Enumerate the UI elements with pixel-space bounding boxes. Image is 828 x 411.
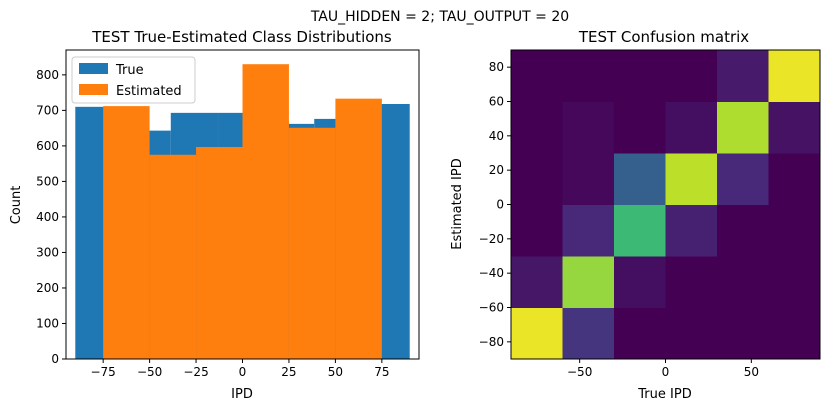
x-tick-label: 50 — [744, 365, 759, 379]
legend-swatch-true — [79, 63, 108, 74]
x-tick-label: −50 — [567, 365, 592, 379]
confusion-cell — [614, 101, 666, 154]
histogram-y-label: Count — [9, 186, 24, 225]
y-tick-label: 400 — [36, 210, 59, 224]
confusion-cell — [511, 50, 563, 102]
confusion-cell — [511, 101, 563, 154]
y-tick-label: −20 — [479, 232, 504, 246]
confusion-cell — [665, 256, 718, 308]
histogram-x-label: IPD — [231, 387, 253, 402]
confusion-cell — [511, 153, 563, 205]
confusion-cell — [614, 153, 666, 205]
y-tick-label: 800 — [36, 68, 59, 82]
confusion-cell — [562, 204, 615, 257]
x-tick-label: −75 — [90, 365, 115, 379]
y-tick-label: 60 — [489, 95, 504, 109]
confusion-x-ticks: −50 0 50 — [567, 359, 759, 379]
x-tick-label: 75 — [374, 365, 389, 379]
confusion-cell — [614, 50, 666, 102]
estimated-series-bars — [103, 64, 382, 359]
histogram-x-ticks: −75 −50 −25 0 25 50 75 — [90, 359, 389, 379]
confusion-cell — [511, 204, 563, 257]
legend-label-true: True — [115, 63, 144, 78]
confusion-y-label: Estimated IPD — [450, 158, 465, 250]
confusion-cell — [614, 307, 666, 360]
y-tick-label: 300 — [36, 245, 59, 259]
confusion-cell — [717, 50, 769, 102]
estimated-bar-3 — [242, 64, 289, 359]
confusion-cell — [665, 153, 718, 205]
x-tick-label: 25 — [281, 365, 296, 379]
histogram-title: TEST True-Estimated Class Distributions — [91, 28, 392, 46]
x-tick-label: 50 — [328, 365, 343, 379]
confusion-cell — [768, 256, 821, 308]
x-tick-label: 0 — [239, 365, 247, 379]
estimated-bar-1 — [149, 154, 197, 359]
y-tick-label: 100 — [36, 316, 59, 330]
confusion-cell — [665, 307, 718, 360]
y-tick-label: −40 — [479, 266, 504, 280]
confusion-x-label: True IPD — [637, 387, 691, 402]
confusion-cell — [562, 153, 615, 205]
confusion-cell — [768, 101, 821, 154]
confusion-cell — [665, 101, 718, 154]
y-tick-label: 20 — [489, 163, 504, 177]
y-tick-label: −60 — [479, 301, 504, 315]
confusion-cell — [562, 101, 615, 154]
confusion-cell — [614, 204, 666, 257]
confusion-cell — [562, 50, 615, 102]
y-tick-label: 0 — [496, 198, 504, 212]
confusion-y-ticks: −80 −60 −40 −20 0 20 40 60 80 — [479, 60, 511, 349]
confusion-cell — [614, 256, 666, 308]
confusion-cell — [768, 153, 821, 205]
legend-label-estimated: Estimated — [116, 84, 182, 99]
y-tick-label: 40 — [489, 129, 504, 143]
estimated-bar-4 — [288, 127, 336, 359]
y-tick-label: −80 — [479, 335, 504, 349]
confusion-cell — [665, 204, 718, 257]
estimated-bar-5 — [335, 98, 382, 359]
confusion-cell — [717, 256, 769, 308]
y-tick-label: 80 — [489, 60, 504, 74]
y-tick-label: 700 — [36, 103, 59, 117]
estimated-bar-2 — [196, 146, 243, 359]
confusion-matrix-cells — [511, 50, 821, 360]
confusion-cell — [768, 50, 821, 102]
x-tick-label: −50 — [137, 365, 162, 379]
confusion-title: TEST Confusion matrix — [578, 28, 749, 46]
legend-swatch-estimated — [79, 84, 108, 95]
confusion-cell — [768, 204, 821, 257]
confusion-cell — [717, 204, 769, 257]
histogram-y-ticks: 0 100 200 300 400 500 600 700 800 — [36, 68, 66, 366]
estimated-bar-0 — [103, 106, 150, 359]
confusion-cell — [717, 101, 769, 154]
confusion-cell — [562, 307, 615, 360]
confusion-cell — [768, 307, 821, 360]
y-tick-label: 600 — [36, 139, 59, 153]
confusion-cell — [511, 256, 563, 308]
confusion-cell — [562, 256, 615, 308]
y-tick-label: 0 — [51, 352, 59, 366]
confusion-cell — [665, 50, 718, 102]
x-tick-label: −25 — [183, 365, 208, 379]
y-tick-label: 200 — [36, 281, 59, 295]
y-tick-label: 500 — [36, 174, 59, 188]
x-tick-label: 0 — [662, 365, 670, 379]
histogram-panel: TEST True-Estimated Class Distributions … — [9, 28, 420, 402]
figure-suptitle: TAU_HIDDEN = 2; TAU_OUTPUT = 20 — [310, 9, 569, 25]
histogram-legend: True Estimated — [71, 56, 196, 104]
confusion-cell — [511, 307, 563, 360]
confusion-matrix-panel: TEST Confusion matrix −50 0 50 −80 −60 −40 −2… — [450, 28, 821, 402]
confusion-cell — [717, 307, 769, 360]
confusion-cell — [717, 153, 769, 205]
